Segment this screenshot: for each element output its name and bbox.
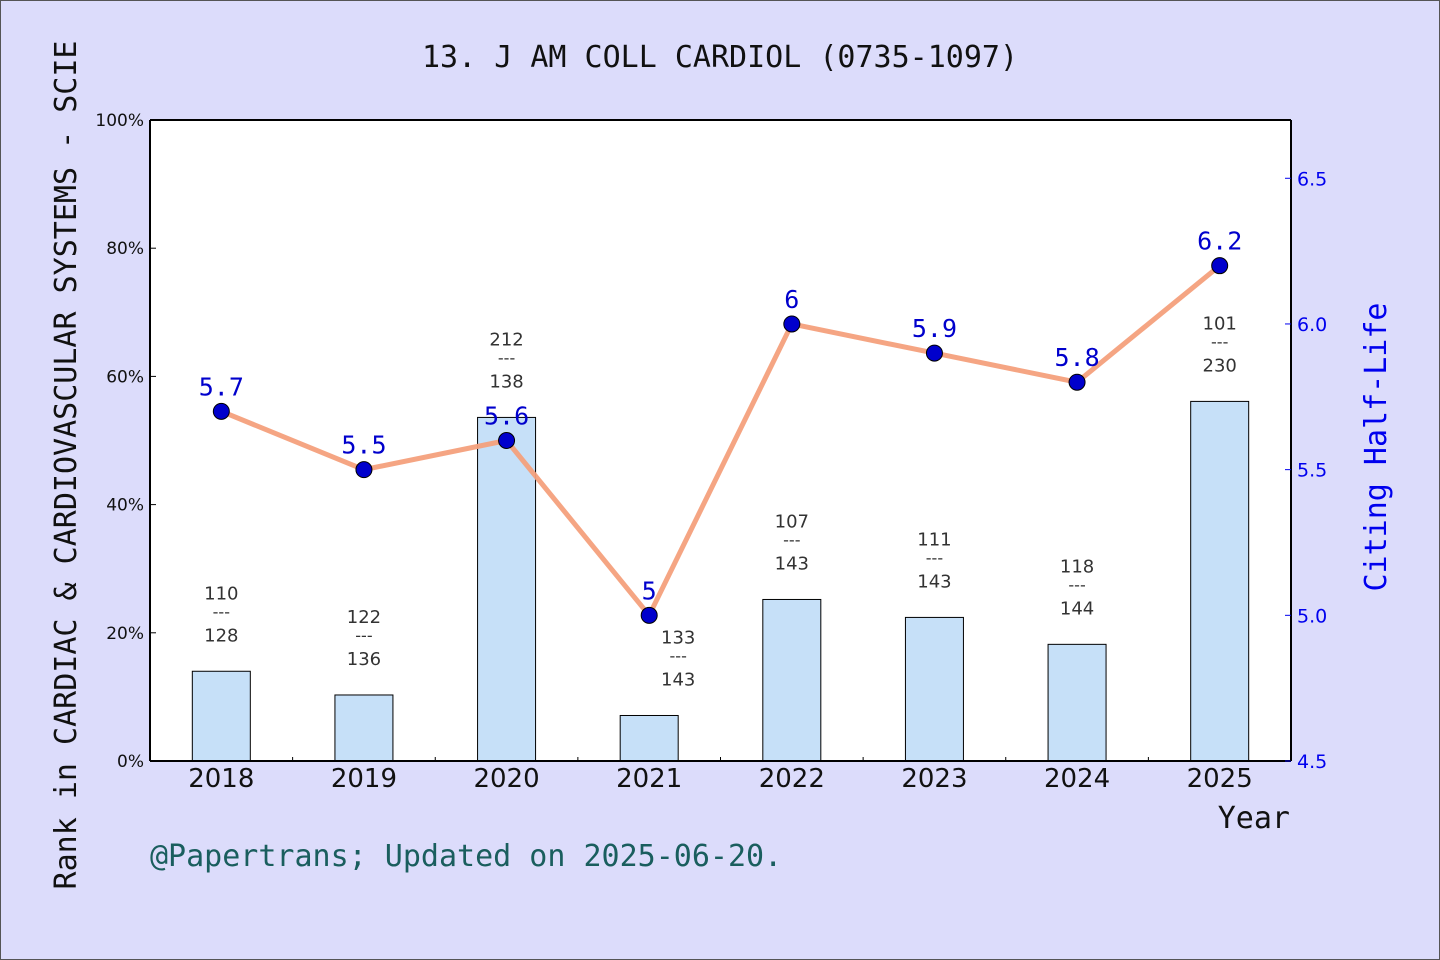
half-life-label-2019: 5.5	[341, 431, 386, 460]
bar-separator-2019: ---	[355, 626, 372, 645]
left-tick-0: 0%	[117, 752, 144, 772]
x-tick-2020: 2020	[473, 764, 539, 794]
x-tick-2022: 2022	[759, 764, 825, 794]
right-axis-label: Citing Half-Life	[1359, 303, 1394, 592]
x-tick-2023: 2023	[901, 764, 967, 794]
bar-total-2023: 143	[917, 571, 951, 592]
right-tick-2: 5.5	[1297, 460, 1327, 482]
bar-separator-2022: ---	[783, 530, 800, 549]
bar-rank-2024: 118	[1060, 556, 1094, 577]
half-life-label-2022: 6	[784, 285, 799, 314]
right-tick-4: 6.5	[1297, 168, 1327, 190]
x-tick-2024: 2024	[1044, 764, 1110, 794]
bar-total-2025: 230	[1203, 355, 1237, 376]
bar-2021	[619, 714, 679, 762]
bar-rank-labels: 110---128122---136212---138133---143107-…	[204, 313, 1237, 690]
right-tick-1: 5.0	[1297, 605, 1327, 627]
bar-2019	[334, 694, 394, 762]
bar-total-2024: 144	[1060, 598, 1094, 619]
left-tick-1: 20%	[106, 624, 144, 644]
bar-separator-2024: ---	[1068, 575, 1085, 594]
bar-2018	[191, 670, 251, 762]
bar-total-2018: 128	[204, 625, 238, 646]
bar-separator-2023: ---	[926, 548, 943, 567]
half-life-point-2021	[640, 606, 658, 624]
bar-rank-2021: 133	[661, 627, 695, 648]
left-tick-5: 100%	[95, 111, 144, 131]
half-life-label-2020: 5.6	[484, 402, 529, 431]
plot-area	[150, 120, 1291, 761]
left-axis-label: Rank in CARDIAC & CARDIOVASCULAR SYSTEMS…	[49, 41, 84, 890]
bar-2023	[904, 616, 964, 762]
bar-rank-2023: 111	[917, 529, 951, 550]
bar-rank-2022: 107	[775, 511, 809, 532]
x-axis-label: Year	[1218, 801, 1290, 836]
half-life-point-2020	[498, 432, 516, 449]
half-life-line	[220, 263, 1222, 618]
x-tick-2021: 2021	[616, 764, 682, 794]
chart-title: 13. J AM COLL CARDIOL (0735-1097)	[422, 40, 1018, 75]
half-life-point-2023	[925, 344, 943, 362]
half-life-label-2021: 5	[642, 576, 657, 605]
x-tick-2018: 2018	[188, 764, 254, 794]
bar-2024	[1047, 643, 1107, 762]
bar-2020	[477, 416, 537, 762]
half-life-point-2019	[355, 461, 373, 479]
footer-note: @Papertrans; Updated on 2025-06-20.	[150, 839, 782, 874]
bar-total-2020: 138	[489, 371, 523, 392]
half-life-label-2023: 5.9	[912, 314, 957, 343]
right-tick-0: 4.5	[1297, 751, 1327, 773]
bar-separator-2020: ---	[498, 348, 515, 367]
half-life-point-2025	[1211, 257, 1229, 275]
left-tick-4: 80%	[106, 239, 144, 259]
right-axis-ticks: 4.5 5.0 5.5 6.0 6.5	[1285, 168, 1327, 773]
x-axis-ticks: 2018 2019 2020 2021 2022 2023 2024 2025	[188, 757, 1292, 794]
bar-rank-2020: 212	[489, 329, 523, 350]
bar-2022	[762, 598, 822, 762]
bar-rank-2018: 110	[204, 583, 238, 604]
half-life-label-2018: 5.7	[199, 372, 244, 401]
left-tick-2: 40%	[106, 496, 144, 516]
right-tick-3: 6.0	[1297, 314, 1327, 336]
half-life-point-2018	[212, 402, 230, 420]
half-life-point-2024	[1068, 373, 1086, 391]
bar-separator-2021: ---	[670, 646, 687, 665]
x-tick-2025: 2025	[1187, 764, 1253, 794]
half-life-label-2025: 6.2	[1197, 227, 1242, 256]
bar-total-2021: 143	[661, 669, 695, 690]
half-life-series: 5.7 5.5 5.6 5 6 5.9 5.8 6.2	[199, 227, 1242, 624]
bar-total-2019: 136	[347, 649, 381, 670]
bar-total-2022: 143	[775, 553, 809, 574]
left-tick-3: 60%	[106, 367, 144, 387]
bar-separator-2018: ---	[213, 602, 230, 621]
half-life-label-2024: 5.8	[1054, 343, 1099, 372]
bar-rank-2025: 101	[1203, 313, 1237, 334]
bar-series	[191, 400, 1250, 762]
bar-2025	[1190, 400, 1250, 762]
bar-separator-2025: ---	[1211, 332, 1228, 351]
x-tick-2019: 2019	[331, 764, 397, 794]
left-axis-ticks: 0% 20% 40% 60% 80% 100%	[95, 111, 156, 772]
half-life-point-2022	[783, 315, 801, 333]
bar-rank-2019: 122	[347, 607, 381, 628]
